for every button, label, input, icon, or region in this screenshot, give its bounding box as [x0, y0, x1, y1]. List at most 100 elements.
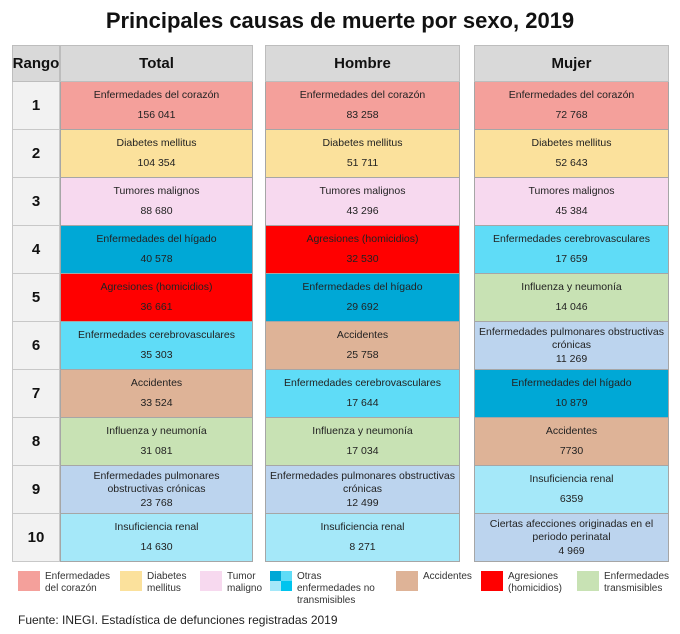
page-title: Principales causas de muerte por sexo, 2… — [105, 8, 575, 33]
mujer-column: Mujer Enfermedades del corazón 72 768 Diab… — [474, 45, 669, 562]
death-count: 104 354 — [137, 157, 176, 170]
table-cell: Enfermedades del corazón 72 768 — [474, 82, 669, 130]
death-count: 43 296 — [346, 205, 379, 218]
rank-column: Rango 1 2 3 4 5 6 7 8 9 10 — [12, 45, 60, 562]
table-cell: Tumores malignos 88 680 — [60, 178, 253, 226]
legend-swatch — [577, 571, 599, 591]
death-count: 23 768 — [140, 496, 173, 509]
total-list: Enfermedades del corazón 156 041 Diabetes … — [60, 82, 253, 562]
death-count: 40 578 — [140, 253, 173, 266]
death-count: 25 758 — [346, 349, 379, 362]
legend-swatch — [18, 571, 40, 591]
table-cell: Enfermedades pulmonares obstructivas cró… — [265, 466, 460, 514]
cause-name: Enfermedades del corazón — [299, 88, 426, 101]
cause-name: Tumores malignos — [113, 184, 200, 197]
death-count: 29 692 — [346, 301, 379, 314]
legend-label: Tumor maligno — [227, 571, 263, 594]
table-cell: Influenza y neumonía 17 034 — [265, 418, 460, 466]
death-count: 33 524 — [140, 397, 173, 410]
cause-name: Insuficiencia renal — [114, 520, 199, 533]
cause-name: Enfermedades cerebrovasculares — [78, 328, 235, 341]
legend-swatch — [396, 571, 418, 591]
table-cell: Enfermedades pulmonares obstructivas cró… — [474, 322, 669, 370]
death-count: 45 384 — [555, 205, 588, 218]
hombre-list: Enfermedades del corazón 83 258 Diabetes m… — [265, 82, 460, 562]
rank-cell: 7 — [12, 370, 60, 418]
death-count: 88 680 — [140, 205, 173, 218]
legend-swatch-part — [270, 581, 281, 591]
cause-name: Enfermedades cerebrovasculares — [284, 376, 441, 389]
death-count: 51 711 — [346, 157, 379, 170]
death-count: 14 630 — [140, 541, 173, 554]
table-cell: Accidentes 33 524 — [60, 370, 253, 418]
table-cell: Enfermedades cerebrovasculares 17 659 — [474, 226, 669, 274]
cause-name: Enfermedades del corazón — [93, 88, 220, 101]
cause-name: Diabetes mellitus — [116, 136, 197, 149]
death-count: 17 644 — [346, 397, 379, 410]
cause-name: Diabetes mellitus — [531, 136, 612, 149]
table-cell: Enfermedades del corazón 156 041 — [60, 82, 253, 130]
table-cell: Tumores malignos 43 296 — [265, 178, 460, 226]
death-count: 72 768 — [555, 109, 588, 122]
rank-list: 1 2 3 4 5 6 7 8 9 10 — [12, 82, 60, 562]
legend-item-diabetes: Diabetes mellitus — [120, 571, 189, 595]
cause-name: Influenza y neumonía — [312, 424, 413, 437]
death-count: 17 034 — [346, 445, 379, 458]
legend-swatch-split — [270, 571, 292, 591]
legend-item-otras: Otras enfermedades no transmisibles — [270, 571, 387, 607]
rank-cell: 3 — [12, 178, 60, 226]
table-cell: Enfermedades cerebrovasculares 17 644 — [265, 370, 460, 418]
table-cell: Enfermedades cerebrovasculares 35 303 — [60, 322, 253, 370]
rank-cell: 9 — [12, 466, 60, 514]
table-cell: Insuficiencia renal 6359 — [474, 466, 669, 514]
death-count: 32 530 — [346, 253, 379, 266]
death-count: 17 659 — [555, 253, 588, 266]
death-count: 10 879 — [555, 397, 588, 410]
cause-name: Agresiones (homicidios) — [306, 232, 419, 245]
legend-label: Enfermedades transmisibles — [604, 571, 670, 594]
cause-name: Influenza y neumonía — [521, 280, 622, 293]
total-header: Total — [60, 45, 253, 82]
legend-label: Accidentes — [423, 571, 472, 582]
rank-cell: 10 — [12, 514, 60, 562]
rank-cell: 5 — [12, 274, 60, 322]
table-cell: Enfermedades del hígado 40 578 — [60, 226, 253, 274]
death-count: 14 046 — [555, 301, 588, 314]
cause-name: Enfermedades del hígado — [96, 232, 217, 245]
legend-item-corazon: Enfermedades del corazón — [18, 571, 110, 595]
hombre-column: Hombre Enfermedades del corazón 83 258 Dia… — [265, 45, 460, 562]
cause-name: Accidentes — [545, 424, 598, 437]
rank-cell: 1 — [12, 82, 60, 130]
mujer-list: Enfermedades del corazón 72 768 Diabetes m… — [474, 82, 669, 562]
legend-label: Otras enfermedades no transmisibles — [297, 571, 375, 606]
table-cell: Enfermedades del hígado 10 879 — [474, 370, 669, 418]
cause-name: Enfermedades pulmonares obstructivas cró… — [479, 325, 665, 351]
legend-swatch — [200, 571, 222, 591]
mujer-header: Mujer — [474, 45, 669, 82]
table-cell: Accidentes 25 758 — [265, 322, 460, 370]
rank-cell: 2 — [12, 130, 60, 178]
legend-swatch-part — [281, 581, 292, 591]
cause-name: Enfermedades pulmonares obstructivas cró… — [270, 469, 456, 495]
hombre-header: Hombre — [265, 45, 460, 82]
legend: Enfermedades del corazón Diabetes mellit… — [0, 571, 680, 607]
death-count: 35 303 — [140, 349, 173, 362]
death-count: 156 041 — [137, 109, 176, 122]
table-cell: Agresiones (homicidios) 32 530 — [265, 226, 460, 274]
cause-name: Insuficiencia renal — [529, 472, 614, 485]
legend-label: Agresiones (homicidios) — [508, 571, 562, 594]
cause-name: Tumores malignos — [528, 184, 615, 197]
legend-swatch — [120, 571, 142, 591]
cause-name: Accidentes — [336, 328, 389, 341]
total-column: Total Enfermedades del corazón 156 041 Dia… — [60, 45, 253, 562]
source-note: Fuente: INEGI. Estadística de defuncione… — [18, 613, 338, 627]
death-count: 11 269 — [555, 352, 588, 365]
legend-item-agresiones: Agresiones (homicidios) — [481, 571, 572, 595]
death-count: 12 499 — [346, 496, 379, 509]
death-count: 4 969 — [558, 544, 585, 557]
table-cell: Insuficiencia renal 14 630 — [60, 514, 253, 562]
legend-swatch-part — [281, 571, 292, 581]
legend-item-tumor: Tumor maligno — [200, 571, 265, 595]
table-cell: Diabetes mellitus 51 711 — [265, 130, 460, 178]
rank-cell: 6 — [12, 322, 60, 370]
